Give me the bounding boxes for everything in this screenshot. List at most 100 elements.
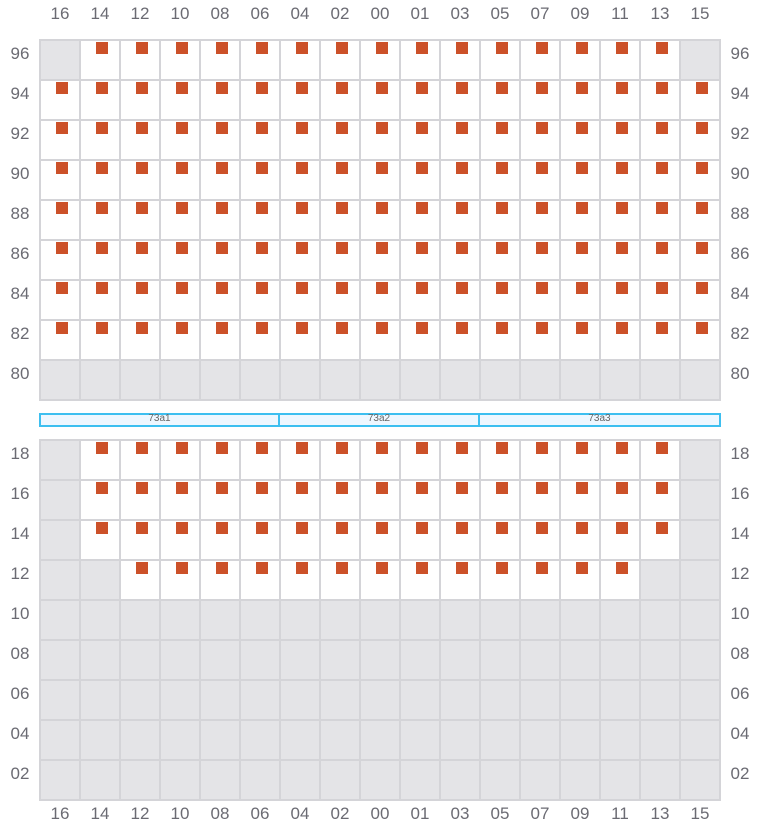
occupied-cell[interactable] [161,521,199,559]
occupied-cell[interactable] [561,121,599,159]
occupied-cell[interactable] [401,521,439,559]
occupied-cell[interactable] [361,81,399,119]
occupied-cell[interactable] [681,241,719,279]
occupied-cell[interactable] [281,241,319,279]
occupied-cell[interactable] [601,41,639,79]
occupied-cell[interactable] [161,121,199,159]
occupied-cell[interactable] [521,121,559,159]
occupied-cell[interactable] [281,441,319,479]
occupied-cell[interactable] [561,441,599,479]
occupied-cell[interactable] [481,241,519,279]
occupied-cell[interactable] [641,81,679,119]
occupied-cell[interactable] [601,121,639,159]
occupied-cell[interactable] [121,41,159,79]
occupied-cell[interactable] [561,241,599,279]
occupied-cell[interactable] [41,161,79,199]
occupied-cell[interactable] [281,561,319,599]
occupied-cell[interactable] [641,281,679,319]
occupied-cell[interactable] [561,201,599,239]
occupied-cell[interactable] [201,481,239,519]
occupied-cell[interactable] [281,281,319,319]
occupied-cell[interactable] [401,241,439,279]
occupied-cell[interactable] [641,241,679,279]
occupied-cell[interactable] [601,241,639,279]
occupied-cell[interactable] [81,241,119,279]
occupied-cell[interactable] [441,441,479,479]
occupied-cell[interactable] [161,161,199,199]
occupied-cell[interactable] [121,121,159,159]
occupied-cell[interactable] [441,161,479,199]
occupied-cell[interactable] [441,41,479,79]
occupied-cell[interactable] [161,241,199,279]
occupied-cell[interactable] [41,201,79,239]
occupied-cell[interactable] [321,521,359,559]
occupied-cell[interactable] [401,481,439,519]
occupied-cell[interactable] [121,321,159,359]
occupied-cell[interactable] [161,81,199,119]
occupied-cell[interactable] [121,241,159,279]
occupied-cell[interactable] [241,281,279,319]
occupied-cell[interactable] [281,41,319,79]
occupied-cell[interactable] [601,441,639,479]
occupied-cell[interactable] [81,201,119,239]
occupied-cell[interactable] [241,121,279,159]
occupied-cell[interactable] [81,521,119,559]
occupied-cell[interactable] [481,41,519,79]
occupied-cell[interactable] [481,321,519,359]
occupied-cell[interactable] [641,481,679,519]
occupied-cell[interactable] [281,481,319,519]
occupied-cell[interactable] [241,201,279,239]
occupied-cell[interactable] [241,481,279,519]
occupied-cell[interactable] [281,521,319,559]
occupied-cell[interactable] [161,441,199,479]
occupied-cell[interactable] [481,441,519,479]
occupied-cell[interactable] [201,281,239,319]
occupied-cell[interactable] [201,201,239,239]
occupied-cell[interactable] [81,281,119,319]
occupied-cell[interactable] [521,241,559,279]
occupied-cell[interactable] [281,81,319,119]
occupied-cell[interactable] [321,41,359,79]
occupied-cell[interactable] [441,281,479,319]
occupied-cell[interactable] [521,201,559,239]
occupied-cell[interactable] [481,81,519,119]
occupied-cell[interactable] [481,281,519,319]
occupied-cell[interactable] [641,521,679,559]
occupied-cell[interactable] [321,201,359,239]
occupied-cell[interactable] [81,481,119,519]
occupied-cell[interactable] [321,481,359,519]
occupied-cell[interactable] [241,241,279,279]
occupied-cell[interactable] [321,441,359,479]
occupied-cell[interactable] [601,201,639,239]
occupied-cell[interactable] [281,121,319,159]
occupied-cell[interactable] [41,121,79,159]
occupied-cell[interactable] [201,241,239,279]
occupied-cell[interactable] [561,41,599,79]
occupied-cell[interactable] [441,321,479,359]
occupied-cell[interactable] [601,561,639,599]
occupied-cell[interactable] [201,441,239,479]
occupied-cell[interactable] [401,201,439,239]
occupied-cell[interactable] [121,521,159,559]
occupied-cell[interactable] [601,281,639,319]
occupied-cell[interactable] [321,281,359,319]
occupied-cell[interactable] [561,281,599,319]
occupied-cell[interactable] [481,161,519,199]
occupied-cell[interactable] [121,161,159,199]
section-73a2[interactable]: 73a2 [278,413,480,427]
occupied-cell[interactable] [361,561,399,599]
occupied-cell[interactable] [681,281,719,319]
occupied-cell[interactable] [401,281,439,319]
occupied-cell[interactable] [601,81,639,119]
occupied-cell[interactable] [201,521,239,559]
occupied-cell[interactable] [161,561,199,599]
occupied-cell[interactable] [201,321,239,359]
occupied-cell[interactable] [361,161,399,199]
occupied-cell[interactable] [441,481,479,519]
occupied-cell[interactable] [201,81,239,119]
occupied-cell[interactable] [521,441,559,479]
occupied-cell[interactable] [161,41,199,79]
occupied-cell[interactable] [681,201,719,239]
occupied-cell[interactable] [121,81,159,119]
occupied-cell[interactable] [81,321,119,359]
